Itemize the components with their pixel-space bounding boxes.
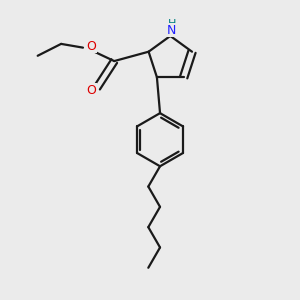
Text: N: N	[167, 24, 176, 37]
Text: O: O	[86, 40, 96, 52]
Text: H: H	[168, 19, 176, 29]
Text: O: O	[86, 84, 96, 97]
